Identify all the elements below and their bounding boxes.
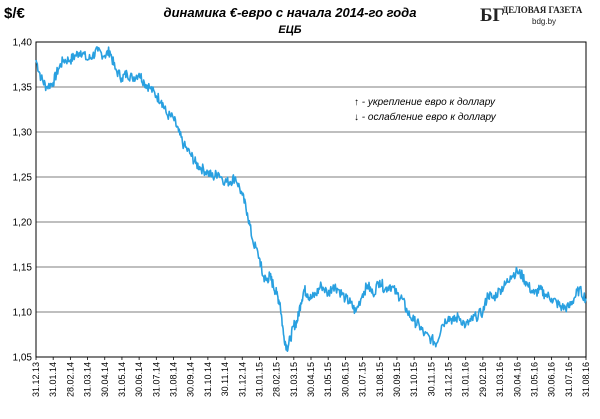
x-tick-label: 31.10.15: [409, 362, 419, 397]
x-tick-label: 30.04.15: [306, 362, 316, 397]
x-tick-label: 31.07.15: [358, 362, 368, 397]
x-tick-label: 31.07.14: [151, 362, 161, 397]
legend-down-text: - ослабление евро к доллару: [359, 111, 497, 123]
x-tick-label: 31.12.13: [31, 362, 41, 397]
x-tick-label: 31.01.15: [254, 362, 264, 397]
y-tick-label: 1,25: [13, 173, 33, 184]
x-tick-label: 31.01.16: [461, 362, 471, 397]
x-tick-label: 31.05.15: [323, 362, 333, 397]
x-tick-label: 30.09.14: [186, 362, 196, 397]
y-tick-labels: 1,05 1,10 1,15 1,20 1,25 1,30 1,35 1,40: [13, 38, 33, 364]
x-tick-label: 31.03.14: [83, 362, 93, 397]
legend-down-arrow: ↓: [354, 112, 359, 123]
x-tick-label: 30.06.16: [547, 362, 557, 397]
x-tick-label: 31.12.15: [444, 362, 454, 397]
y-tick-label: 1,10: [13, 308, 33, 319]
x-tick-label: 30.04.14: [100, 362, 110, 397]
x-tick-label: 31.03.15: [289, 362, 299, 397]
y-tick-label: 1,35: [13, 83, 33, 94]
x-tick-label: 31.05.14: [117, 362, 127, 397]
x-tick-label: 31.12.14: [237, 362, 247, 397]
x-tick-label: 31.01.14: [48, 362, 58, 397]
chart-title: динамика €-евро с начала 2014-го года: [164, 5, 417, 20]
x-tick-label: 30.09.15: [392, 362, 402, 397]
x-tick-label: 30.06.14: [134, 362, 144, 397]
x-tick-label: 28.02.15: [272, 362, 282, 397]
x-tick-label: 30.11.14: [220, 362, 230, 396]
legend-up: ↑ - укрепление евро к доллару: [354, 97, 496, 108]
series-eur-usd: [35, 46, 587, 353]
logo-mark: БГ: [480, 5, 505, 26]
x-tick-label: 31.10.14: [203, 362, 213, 397]
x-tick-label: 30.04.16: [512, 362, 522, 397]
y-tick-label: 1,30: [13, 128, 33, 139]
chart-subtitle: ЕЦБ: [278, 24, 301, 36]
x-tick-label: 31.05.16: [529, 362, 539, 397]
plot-frame: [35, 41, 587, 358]
x-tick-label: 31.03.16: [495, 362, 505, 397]
y-tick-label: 1,40: [13, 38, 33, 49]
x-tick-label: 30.11.15: [426, 362, 436, 396]
legend: ↑ - укрепление евро к доллару ↓ - ослабл…: [354, 97, 497, 123]
y-tick-label: 1,20: [13, 218, 33, 229]
series-line: [35, 46, 587, 353]
newspaper-logo: БГ ДЕЛОВАЯ ГАЗЕТА bdg.by: [480, 5, 583, 26]
y-axis-label: $/€: [4, 5, 26, 22]
logo-name: ДЕЛОВАЯ ГАЗЕТА: [502, 5, 583, 15]
x-tick-label: 28.02.14: [65, 362, 75, 397]
x-tick-labels: 31.12.13 31.01.14 28.02.14 31.03.14 30.04.14…: [31, 357, 591, 397]
x-tick-label: 30.06.15: [340, 362, 350, 397]
x-tick-label: 29.02.16: [478, 362, 488, 397]
x-tick-label: 31.07.16: [564, 362, 574, 397]
y-tick-label: 1,05: [13, 353, 33, 364]
x-tick-label: 31.08.14: [169, 362, 179, 397]
x-tick-label: 31.08.15: [375, 362, 385, 397]
x-tick-label: 31.08.16: [581, 362, 591, 397]
legend-down: ↓ - ослабление евро к доллару: [354, 111, 497, 123]
legend-up-arrow: ↑: [354, 97, 359, 108]
legend-up-text: - укрепление евро к доллару: [359, 97, 496, 108]
logo-url: bdg.by: [532, 17, 556, 26]
gridlines: [36, 41, 586, 358]
y-tick-label: 1,15: [13, 263, 33, 274]
